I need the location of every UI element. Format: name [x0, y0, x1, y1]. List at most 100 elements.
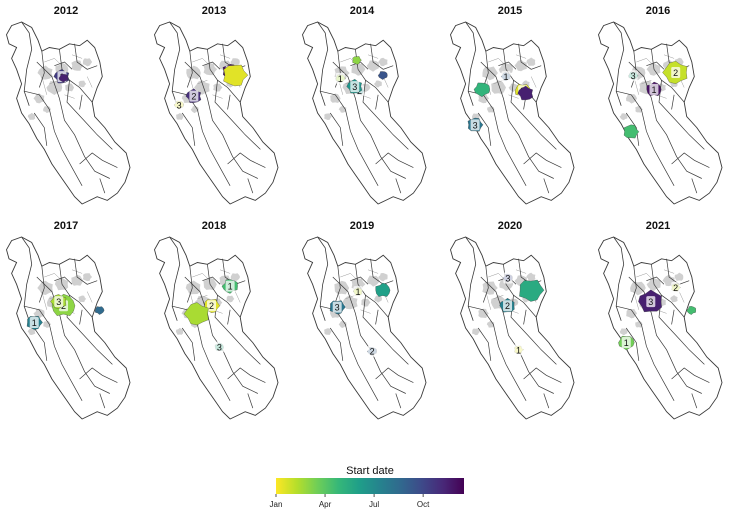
settlement-area: [674, 272, 684, 281]
district-boundary: [362, 295, 409, 365]
region-fill: [450, 237, 574, 419]
cluster-rank-label: 2: [370, 347, 375, 357]
district-boundary: [186, 51, 193, 88]
district-boundary: [79, 309, 83, 325]
subdistrict-boundary: [636, 273, 655, 281]
subdistrict-boundary: [192, 58, 211, 66]
panel-year-label: 2019: [350, 220, 374, 232]
panel-year-label: 2018: [202, 220, 226, 232]
cluster-rank-badge: [470, 119, 480, 131]
region-fill: [6, 237, 130, 419]
coastline: [465, 21, 477, 106]
settlement-area: [626, 93, 637, 104]
district-boundary: [477, 327, 492, 361]
settlement-area: [185, 280, 201, 295]
district-boundary: [66, 80, 113, 150]
subdistrict-boundary: [515, 269, 527, 274]
cluster-rank-label: 3: [56, 297, 61, 307]
coastline: [21, 21, 33, 106]
outbreak-cluster: [375, 282, 391, 297]
outbreak-cluster: [473, 82, 490, 97]
cluster-rank-badge: [501, 71, 511, 83]
panel-grid: 2012120131232014123201512320161232017123…: [6, 5, 723, 420]
settlement-area: [27, 328, 36, 335]
coastline: [317, 21, 329, 106]
district-boundary: [671, 367, 710, 383]
settlement-area: [635, 105, 643, 113]
district-boundary: [625, 112, 640, 146]
cluster-rank-badge: [350, 81, 360, 93]
cluster-rank-label: 1: [651, 85, 656, 95]
settlement-area: [54, 277, 69, 291]
subdistrict-boundary: [64, 94, 75, 99]
settlement-area: [482, 66, 498, 81]
cluster-rank-label: 3: [335, 303, 340, 313]
settlement-area: [71, 60, 84, 71]
district-boundary: [671, 152, 710, 168]
subdistrict-boundary: [41, 76, 48, 95]
subdistrict-boundary: [86, 291, 93, 303]
district-boundary: [370, 43, 394, 70]
cluster-rank-label: 2: [505, 301, 510, 311]
subdistrict-boundary: [212, 94, 223, 99]
district-boundary: [477, 112, 492, 146]
district-boundary: [36, 61, 110, 179]
cluster-rank-badge: [225, 280, 235, 292]
outbreak-cluster: [352, 56, 362, 65]
district-boundary: [646, 61, 665, 70]
subdistrict-boundary: [44, 58, 63, 66]
map-panel-2013: 2013123: [154, 5, 279, 205]
legend-ticks: Jan Apr Jul Oct: [270, 494, 430, 509]
region-outline: [6, 21, 131, 205]
district-boundary: [350, 61, 369, 70]
settlement-area: [65, 83, 75, 92]
settlement-area: [27, 112, 36, 120]
cluster-rank-label: 3: [177, 100, 182, 110]
settlement-area: [330, 93, 341, 103]
map-panel-2012: 20121: [6, 5, 131, 205]
cluster-rank-badge: [628, 70, 638, 82]
cluster-rank-badge: [214, 341, 224, 353]
settlement-area: [619, 113, 628, 121]
coastline: [169, 21, 181, 106]
district-boundary: [181, 327, 196, 361]
cluster-rank-label: 3: [505, 273, 510, 283]
settlement-area: [82, 58, 93, 67]
region-outline: [302, 21, 427, 205]
subdistrict-boundary: [367, 54, 379, 59]
region-outline: [6, 236, 131, 420]
district-boundary: [54, 276, 73, 285]
settlement-area: [334, 280, 350, 295]
district-boundary: [74, 258, 98, 285]
district-boundary: [38, 266, 45, 303]
district-boundary: [468, 305, 527, 401]
district-boundary: [202, 276, 221, 285]
coastline: [613, 21, 625, 106]
settlement-area: [478, 308, 489, 318]
district-boundary: [518, 43, 542, 70]
subdistrict-boundary: [367, 269, 379, 274]
district-boundary: [658, 80, 705, 150]
district-boundary: [616, 305, 675, 401]
cluster-rank-label: 2: [191, 92, 196, 102]
map-panel-2015: 2015123: [450, 5, 575, 205]
panel-year-label: 2012: [54, 5, 78, 17]
cluster-rank-label: 1: [228, 282, 233, 292]
subdistrict-boundary: [340, 273, 359, 281]
district-boundary: [24, 90, 83, 186]
district-boundary: [247, 178, 254, 194]
settlement-area: [78, 295, 87, 303]
region-fill: [6, 22, 130, 204]
panel-year-label: 2014: [350, 5, 375, 17]
cluster-rank-label: 2: [673, 68, 678, 78]
subdistrict-boundary: [636, 58, 655, 66]
subdistrict-boundary: [71, 269, 83, 274]
settlement-area: [33, 308, 45, 319]
cluster-rank-badge: [503, 300, 513, 312]
map-panel-2014: 2014123: [302, 5, 427, 205]
settlement-area: [213, 83, 223, 92]
subdistrict-boundary: [493, 294, 504, 300]
district-boundary: [480, 276, 554, 394]
panel-year-label: 2020: [498, 220, 522, 232]
